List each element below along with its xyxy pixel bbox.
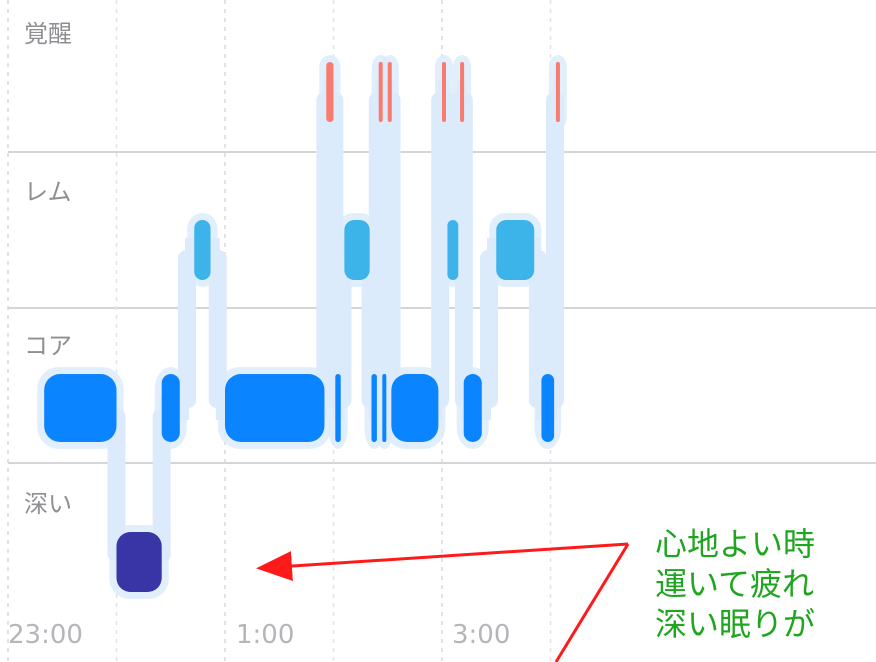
stage-transition xyxy=(208,250,227,408)
annotation-arrow-tail xyxy=(554,543,630,662)
rem-segment xyxy=(447,220,459,280)
core-segment xyxy=(391,374,439,442)
core-segment xyxy=(44,374,117,442)
core-segment xyxy=(161,374,180,442)
deep-segment xyxy=(116,532,162,592)
annotation-line-2: 運いて疲れ xyxy=(655,565,815,603)
time-label-23: 23:00 xyxy=(8,620,83,650)
rem-segment xyxy=(496,220,535,280)
stage-transition xyxy=(178,250,197,408)
awake-segment xyxy=(555,62,560,122)
stage-transition xyxy=(480,250,499,408)
stage-transition xyxy=(546,92,565,408)
stage-transition xyxy=(107,408,126,562)
stage-transition xyxy=(333,250,352,408)
awake-segment xyxy=(378,62,383,122)
annotation-line-1: 心地よい時 xyxy=(655,525,816,563)
time-label-1: 1:00 xyxy=(236,620,295,650)
stage-transition-join xyxy=(331,80,337,104)
rem-segment xyxy=(194,220,211,280)
stage-transition-join xyxy=(338,396,345,420)
core-segment xyxy=(541,374,555,442)
stage-label-core: コア xyxy=(24,332,72,360)
stage-transition-join xyxy=(552,396,558,420)
core-segment xyxy=(335,374,341,442)
awake-segment xyxy=(442,62,446,122)
segment-layer xyxy=(44,62,560,592)
stage-label-deep: 深い xyxy=(24,490,72,518)
stage-label-awake: 覚醒 xyxy=(24,20,72,48)
stage-transition-join xyxy=(208,238,220,262)
time-label-3: 3:00 xyxy=(452,620,511,650)
stage-transition-join xyxy=(436,396,443,420)
core-segment xyxy=(225,374,325,442)
stage-transition-join xyxy=(479,396,492,420)
awake-segment xyxy=(460,62,465,122)
stage-transition xyxy=(382,92,401,408)
annotation-arrow xyxy=(256,542,629,582)
annotation-line-3: 深い眠りが xyxy=(655,605,816,643)
core-segment xyxy=(371,374,377,442)
rem-segment xyxy=(344,220,370,280)
core-segment xyxy=(463,374,482,442)
awake-segment xyxy=(326,62,334,122)
stage-transition xyxy=(528,250,547,408)
awake-segment xyxy=(387,62,392,122)
stage-transition-join xyxy=(177,396,190,420)
stage-transition xyxy=(454,92,473,408)
stage-transition-join xyxy=(444,80,449,104)
core-segment xyxy=(382,374,387,442)
stage-transition-join xyxy=(322,396,328,420)
annotation-text: 心地よい時 運いて疲れ 深い眠りが xyxy=(655,524,876,644)
stage-label-rem: レム xyxy=(24,178,72,206)
stage-transition-join xyxy=(532,238,540,262)
